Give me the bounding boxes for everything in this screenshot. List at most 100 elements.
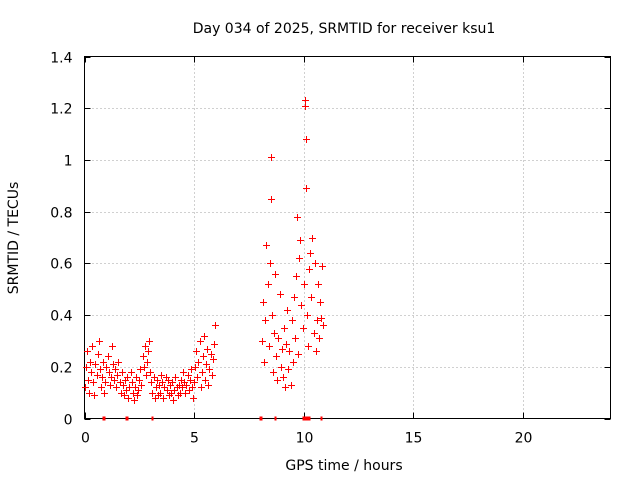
data-point: [303, 185, 310, 192]
y-tick-label: 1.2: [50, 102, 72, 118]
data-point: [151, 374, 158, 381]
data-point: [206, 366, 213, 373]
data-point: [284, 307, 291, 314]
y-tick-label: 1.4: [50, 51, 72, 67]
data-point: [140, 353, 147, 360]
data-point: [84, 348, 91, 355]
data-point: [265, 281, 272, 288]
data-point: [109, 343, 116, 350]
data-point: [190, 395, 197, 402]
data-point: [131, 397, 138, 404]
data-point: [260, 299, 267, 306]
data-point: [282, 384, 289, 391]
x-tick-label: 0: [81, 431, 90, 447]
axis-ticks: [84, 56, 611, 420]
data-point: [211, 341, 218, 348]
y-tick-label: 0.6: [50, 257, 72, 273]
data-point: [121, 392, 128, 399]
data-point: [306, 266, 313, 273]
data-point: [202, 377, 209, 384]
data-point: [95, 351, 102, 358]
data-point: [114, 372, 121, 379]
data-point: [199, 369, 206, 376]
data-point: [209, 372, 216, 379]
data-point: [92, 361, 99, 368]
data-point: [125, 395, 132, 402]
data-point: [111, 377, 118, 384]
data-point: [154, 377, 161, 384]
data-point: [142, 343, 149, 350]
data-point: [269, 312, 276, 319]
data-point: [191, 379, 198, 386]
y-tick-label: 1: [64, 154, 73, 170]
data-point: [97, 366, 104, 373]
data-point: [182, 390, 189, 397]
data-point: [296, 255, 303, 262]
x-tick-label: 10: [296, 431, 314, 447]
data-point: [172, 374, 179, 381]
data-point: [200, 353, 207, 360]
data-point: [273, 353, 280, 360]
data-point: [268, 196, 275, 203]
data-point: [274, 377, 281, 384]
data-point: [185, 372, 192, 379]
data-point: [88, 369, 95, 376]
x-tick-label: 15: [405, 431, 423, 447]
data-point: [144, 359, 151, 366]
data-point: [87, 359, 94, 366]
data-point: [292, 335, 299, 342]
data-point: [201, 333, 208, 340]
data-point: [272, 271, 279, 278]
data-point: [82, 384, 89, 391]
data-point: [311, 330, 318, 337]
data-point: [295, 351, 302, 358]
data-point: [90, 379, 97, 386]
data-point: [85, 377, 92, 384]
data-point: [115, 359, 122, 366]
data-point: [158, 372, 165, 379]
data-point: [130, 390, 137, 397]
data-point: [270, 369, 277, 376]
data-point: [126, 384, 133, 391]
data-point: [195, 359, 202, 366]
data-point: [169, 379, 176, 386]
data-point: [134, 392, 141, 399]
data-point: [100, 359, 107, 366]
data-point: [263, 242, 270, 249]
data-point: [117, 379, 124, 386]
data-point: [160, 395, 167, 402]
y-tick-label: 0: [64, 413, 73, 429]
data-point: [159, 379, 166, 386]
data-point: [188, 366, 195, 373]
data-point: [147, 369, 154, 376]
data-point: [208, 351, 215, 358]
data-point: [300, 325, 307, 332]
baseline-markers: [102, 416, 323, 421]
data-point: [294, 214, 301, 221]
data-point: [198, 384, 205, 391]
data-point: [291, 294, 298, 301]
data-point: [124, 374, 131, 381]
y-tick-label: 0.8: [50, 206, 72, 222]
data-point: [318, 315, 325, 322]
data-point: [297, 237, 304, 244]
data-point: [320, 322, 327, 329]
data-point: [136, 377, 143, 384]
x-axis-tick-labels: 0 5 10 15 20: [81, 431, 532, 447]
data-point: [161, 384, 168, 391]
data-point: [171, 387, 178, 394]
data-point: [197, 338, 204, 345]
data-point: [110, 361, 117, 368]
data-point: [303, 136, 310, 143]
plot-frame: [84, 56, 611, 419]
data-point: [193, 348, 200, 355]
data-point: [145, 348, 152, 355]
data-point: [149, 390, 156, 397]
data-point: [143, 372, 150, 379]
data-point: [189, 384, 196, 391]
data-point: [137, 366, 144, 373]
data-point: [285, 366, 292, 373]
data-point: [106, 369, 113, 376]
data-point: [129, 379, 136, 386]
